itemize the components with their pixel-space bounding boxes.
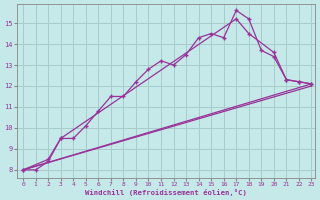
X-axis label: Windchill (Refroidissement éolien,°C): Windchill (Refroidissement éolien,°C): [85, 189, 247, 196]
